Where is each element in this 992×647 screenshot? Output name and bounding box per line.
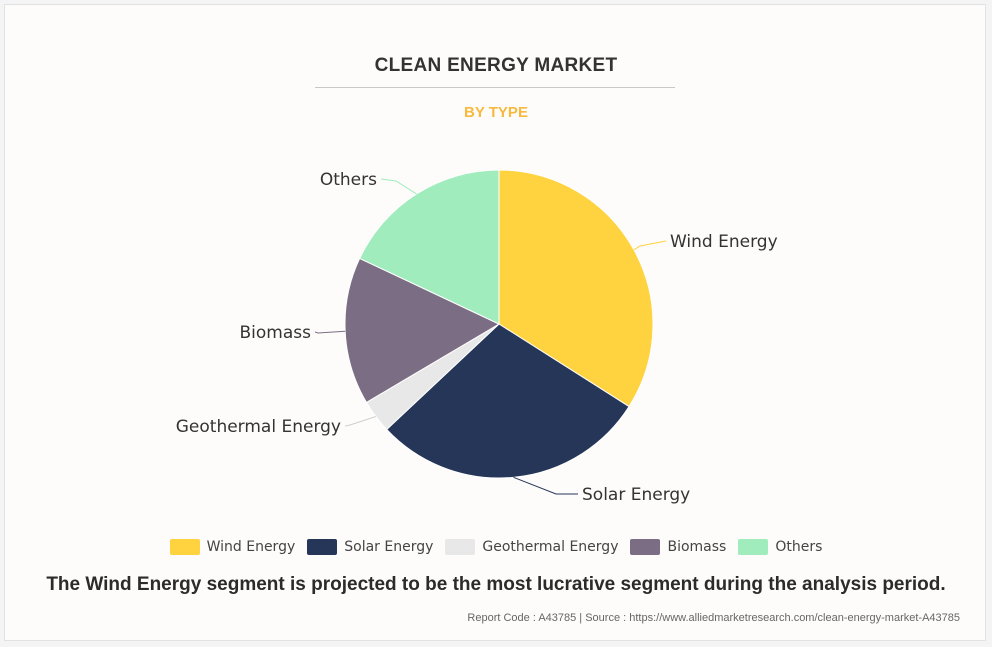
chart-title: CLEAN ENERGY MARKET [374, 55, 618, 76]
legend-label: Biomass [667, 539, 727, 555]
legend-swatch [630, 539, 661, 555]
legend-item-geothermal-energy[interactable]: Geothermal Energy [445, 539, 618, 555]
legend-item-others[interactable]: Others [738, 539, 822, 555]
slice-label: Geothermal Energy [176, 417, 341, 437]
slice-label: Wind Energy [670, 232, 778, 252]
legend-swatch [738, 539, 769, 555]
leader-line [344, 415, 377, 427]
leader-line [314, 330, 346, 334]
legend-label: Solar Energy [344, 539, 434, 555]
legend-swatch [445, 539, 476, 555]
source-footer: Report Code : A43785 | Source : https://… [467, 612, 960, 624]
legend-item-solar-energy[interactable]: Solar Energy [307, 539, 433, 555]
pie-slice-biomass[interactable] [344, 257, 501, 404]
chart-subtitle: BY TYPE [464, 104, 528, 121]
leader-line [380, 178, 417, 195]
pie-slice-solar-energy[interactable] [386, 323, 630, 479]
slice-label: Biomass [240, 323, 312, 343]
legend-swatch [307, 539, 338, 555]
slice-label: Others [320, 170, 377, 190]
legend-swatch [169, 539, 200, 555]
legend-item-wind-energy[interactable]: Wind Energy [169, 539, 296, 555]
legend-label: Geothermal Energy [482, 539, 619, 555]
leader-line [513, 476, 578, 495]
legend-label: Wind Energy [206, 539, 296, 555]
slice-label: Solar Energy [582, 485, 690, 505]
pie-slice-others[interactable] [358, 169, 500, 325]
chart-caption: The Wind Energy segment is projected to … [46, 574, 946, 595]
pie-slice-wind-energy[interactable] [498, 169, 654, 408]
leader-line [633, 240, 667, 251]
title-divider [315, 87, 675, 88]
legend-label: Others [775, 539, 823, 555]
chart-legend: Wind Energy Solar Energy Geothermal Ener… [0, 539, 992, 555]
legend-item-biomass[interactable]: Biomass [630, 539, 726, 555]
